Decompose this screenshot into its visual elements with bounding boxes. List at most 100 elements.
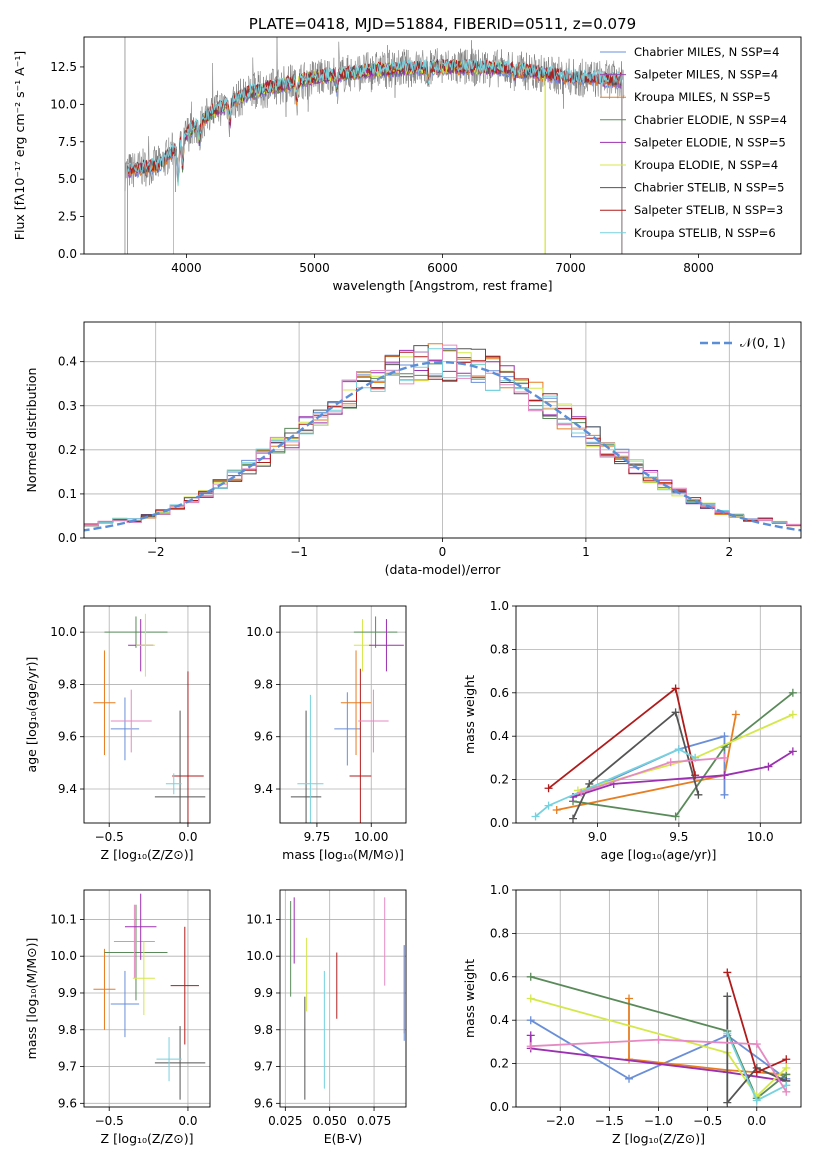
z_age-plot-area: [93, 613, 206, 823]
z_weight-marker-c_stelib: [723, 992, 732, 1001]
spectrum-xtick-label: 6000: [427, 261, 458, 275]
age_weight-marker-s_stelib: [544, 784, 553, 793]
z_weight-xtick-label: −0.5: [693, 1114, 722, 1128]
legend-entry-s_stelib: Salpeter STELIB, N SSP=3: [634, 203, 783, 217]
age_weight-marker-k_elodie: [788, 710, 797, 719]
age_weight-xtick-label: 9.5: [669, 830, 688, 844]
residuals-panel: −2 −1 0 1 2 0.0 0.1 0.2 0.3 0.4 (data-model)/error…: [24, 321, 802, 577]
gaussian-curve: [84, 360, 801, 532]
z_weight-ytick-label: 1.0: [490, 883, 509, 897]
z_mass-ytick-label: 9.8: [58, 1023, 77, 1037]
age_weight-marker-s_elodie: [788, 747, 797, 756]
age_weight-marker-pink: [666, 758, 675, 767]
residuals-xtick-label: 1: [582, 545, 590, 559]
ebv_mass-xtick-label: 0.075: [357, 1114, 391, 1128]
z_weight-panel: −2.0 −1.5 −1.0 −0.5 0.0 0.0 0.2 0.4 0.6 0.8 1.0 Z […: [462, 883, 802, 1146]
ebv_mass-ytick-label: 9.9: [254, 986, 273, 1000]
age_weight-marker-pink: [720, 753, 729, 762]
z_age-xtick-label: −0.5: [95, 830, 124, 844]
spectrum-ytick-label: 10.0: [50, 97, 77, 111]
z_weight-marker-s_stelib: [723, 968, 732, 977]
age_weight-marker-c_miles: [720, 732, 729, 741]
age_weight-ytick-label: 1.0: [490, 599, 509, 613]
age_weight-marker-s_elodie: [764, 762, 773, 771]
z_age-panel: −0.5 0.0 9.4 9.6 9.8 10.0 Z [log₁₀(Z/Z⊙)] age […: [24, 605, 211, 862]
spectrum-ytick-label: 0.0: [58, 247, 77, 261]
age_weight-marker-c_stelib: [671, 708, 680, 717]
residuals-ytick-label: 0.2: [58, 443, 77, 457]
z_weight-line-k_elodie: [530, 997, 787, 1098]
spectrum-xtick-label: 5000: [299, 261, 330, 275]
mass_age-xlabel: mass [log₁₀(M/M⊙)]: [282, 847, 404, 862]
spectrum-xlabel: wavelength [Angstrom, rest frame]: [332, 278, 552, 293]
z_mass-plot-area: [93, 893, 206, 1100]
spectrum-ylabel: Flux [fλ10⁻¹⁷ erg cm⁻² s⁻¹ A⁻¹]: [12, 51, 27, 240]
z_age-ytick-label: 9.4: [58, 782, 77, 796]
z_weight-line-c_miles: [530, 1019, 787, 1080]
z_age-xtick-label: 0.0: [178, 830, 197, 844]
mass_age-xtick-label: 9.75: [304, 830, 331, 844]
age_weight-marker-k_stelib: [531, 812, 540, 821]
z_weight-marker-k_elodie: [526, 994, 535, 1003]
spectrum-title: PLATE=0418, MJD=51884, FIBERID=0511, z=0…: [249, 15, 636, 33]
mass_age-ytick-label: 9.8: [254, 677, 273, 691]
age_weight-marker-pink: [577, 788, 586, 797]
spectrum-ytick-label: 2.5: [58, 210, 77, 224]
model-spectrum-c_miles: [127, 62, 623, 254]
ebv_mass-xlabel: E(B-V): [324, 1131, 363, 1146]
z_weight-ylabel: mass weight: [462, 959, 477, 1038]
z_weight-marker-s_stelib: [752, 1068, 761, 1077]
z_weight-marker-c_elodie: [526, 972, 535, 981]
spectrum-xtick-label: 4000: [171, 261, 202, 275]
legend-entry-k_miles: Kroupa MILES, N SSP=5: [634, 90, 771, 104]
z_age-ytick-label: 10.0: [50, 625, 77, 639]
z_weight-ytick-label: 0.0: [490, 1100, 509, 1114]
spectrum-ytick-label: 7.5: [58, 135, 77, 149]
residuals-xtick-label: 2: [725, 545, 733, 559]
z_mass-ylabel: mass [log₁₀(M/M⊙)]: [24, 938, 39, 1060]
mass_age-ytick-label: 9.4: [254, 782, 273, 796]
age_weight-xtick-label: 10.0: [747, 830, 774, 844]
gaussian-legend-label: 𝒩(0, 1): [740, 335, 786, 350]
mass_age-ytick-label: 10.0: [246, 625, 273, 639]
age_weight-xtick-label: 9.0: [588, 830, 607, 844]
z_weight-marker-s_stelib: [782, 1055, 791, 1064]
age_weight-ytick-label: 0.8: [490, 642, 509, 656]
z_mass-ytick-label: 9.9: [58, 986, 77, 1000]
ebv_mass-ytick-label: 10.1: [246, 912, 273, 926]
z_age-ytick-label: 9.8: [58, 677, 77, 691]
legend-entry-s_miles: Salpeter MILES, N SSP=4: [634, 68, 778, 82]
spectrum-panel: 4000 5000 6000 7000 8000 0.0 2.5 5.0 7.5 10.0 12.5…: [12, 15, 802, 293]
z_weight-xlabel: Z [log₁₀(Z/Z⊙)]: [612, 1131, 705, 1146]
age_weight-marker-k_miles: [731, 710, 740, 719]
legend-entry-k_elodie: Kroupa ELODIE, N SSP=4: [634, 158, 778, 172]
model-spectrum-k_miles: [127, 60, 623, 254]
legend-entry-k_stelib: Kroupa STELIB, N SSP=6: [634, 226, 776, 240]
age_weight-marker-k_stelib: [544, 801, 553, 810]
z_weight-xtick-label: −1.5: [595, 1114, 624, 1128]
z_weight-marker-c_miles: [526, 1016, 535, 1025]
z_mass-ytick-label: 9.7: [58, 1060, 77, 1074]
z_age-ytick-label: 9.6: [58, 730, 77, 744]
legend-entry-c_miles: Chabrier MILES, N SSP=4: [634, 45, 779, 59]
mass_age-ytick-label: 9.6: [254, 730, 273, 744]
z_mass-frame: [83, 889, 211, 1108]
z_mass-xtick-label: 0.0: [178, 1114, 197, 1128]
ebv_mass-ytick-label: 10.0: [246, 949, 273, 963]
z_mass-panel: −0.5 0.0 9.6 9.7 9.8 9.9 10.0 10.1 Z [log₁₀(Z/Z⊙…: [24, 889, 211, 1146]
age_weight-marker-s_elodie: [720, 771, 729, 780]
z_weight-marker-k_stelib: [752, 1096, 761, 1105]
z_weight-marker-k_stelib: [723, 1029, 732, 1038]
z_weight-xtick-label: 0.0: [747, 1114, 766, 1128]
ebv_mass-frame: [279, 889, 407, 1108]
mass_age-xtick-label: 10.00: [354, 830, 388, 844]
residuals-plot-area: [84, 343, 801, 532]
age_weight-ytick-label: 0.2: [490, 773, 509, 787]
age_weight-marker-c_elodie: [671, 812, 680, 821]
model-spectrum-s_miles: [127, 61, 623, 254]
z_mass-ytick-label: 10.1: [50, 912, 77, 926]
residuals-ytick-label: 0.0: [58, 531, 77, 545]
z_weight-marker-k_elodie: [782, 1063, 791, 1072]
z_weight-marker-c_stelib: [723, 1098, 732, 1107]
